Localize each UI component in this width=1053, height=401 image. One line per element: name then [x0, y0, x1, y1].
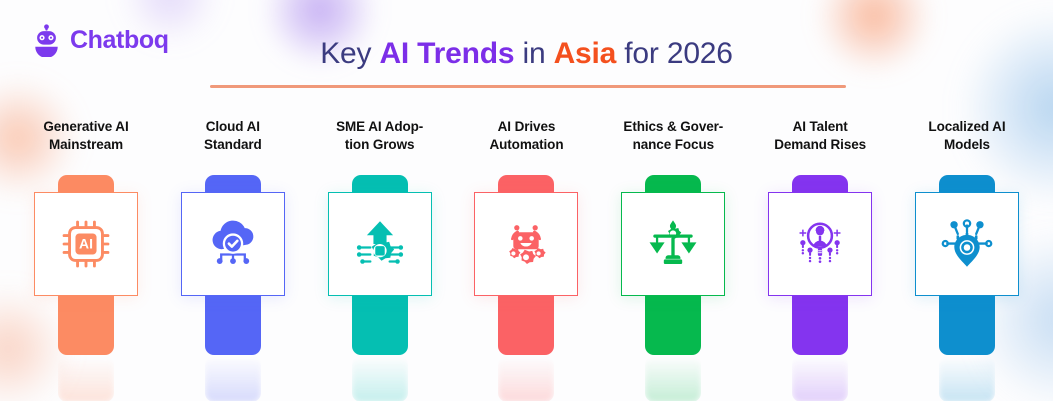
trend-column[interactable]: AI Talent Demand Rises	[756, 118, 884, 401]
trend-icon-card[interactable]	[621, 191, 726, 296]
location-pin-network-icon	[939, 216, 995, 272]
trend-label: Localized AI Models	[928, 119, 1006, 152]
trend-label: Ethics & Gover- nance Focus	[623, 119, 724, 152]
title-underline-rule	[210, 85, 846, 88]
cloud-check-network-icon	[205, 216, 261, 272]
trend-graphic	[169, 174, 297, 401]
trend-label: AI Talent Demand Rises	[774, 119, 867, 152]
trend-column[interactable]: Localized AI Models	[903, 118, 1031, 401]
ai-chip-icon: AI	[59, 217, 113, 271]
trend-column[interactable]: Generative AI Mainstream AI	[22, 118, 150, 401]
trend-label: Cloud AI Standard	[203, 119, 262, 152]
trend-label: Generative AI Mainstream	[43, 119, 129, 152]
svg-text:AI: AI	[79, 235, 93, 251]
trend-column[interactable]: AI Drives Automation	[462, 118, 590, 401]
scales-gear-icon	[645, 216, 701, 272]
title-segment-3: in	[514, 37, 554, 70]
brand-logo[interactable]: Chatboq	[30, 24, 169, 58]
robot-gears-icon	[498, 216, 554, 272]
trend-column[interactable]: SME AI Adop- tion Grows	[316, 118, 444, 401]
trend-graphic	[462, 174, 590, 401]
trend-graphic	[903, 174, 1031, 401]
trend-graphic: AI	[22, 174, 150, 401]
trend-graphic	[609, 174, 737, 401]
trend-icon-card[interactable]	[474, 191, 579, 296]
trend-label: SME AI Adop- tion Grows	[336, 119, 424, 152]
trend-icon-card[interactable]	[327, 191, 432, 296]
trend-icon-card[interactable]	[914, 191, 1019, 296]
title-segment-1: Key	[320, 37, 380, 70]
gear-arrow-up-circuit-icon	[352, 216, 408, 272]
trend-icon-card[interactable]	[768, 191, 873, 296]
trend-column[interactable]: Cloud AI Standard	[169, 118, 297, 401]
trend-bar-reflection	[498, 355, 555, 401]
robot-icon	[30, 24, 63, 58]
trend-columns: Generative AI Mainstream AI Cloud AI Sta…	[0, 118, 1053, 401]
trend-icon-card[interactable]	[180, 191, 285, 296]
trend-column[interactable]: Ethics & Gover- nance Focus	[609, 118, 737, 401]
talent-person-network-icon	[792, 216, 848, 272]
trend-bar-reflection	[58, 355, 114, 401]
page-title: Key AI Trends in Asia for 2026	[0, 36, 1053, 71]
trend-bar-reflection	[204, 355, 261, 401]
title-segment-2: AI Trends	[379, 37, 515, 70]
trend-bar-reflection	[792, 355, 849, 401]
trend-bar-reflection	[351, 355, 408, 401]
trend-graphic	[756, 174, 884, 401]
trend-icon-card[interactable]: AI	[34, 191, 138, 296]
title-segment-5: for 2026	[616, 37, 733, 70]
brand-name: Chatboq	[70, 26, 169, 54]
trend-bar-reflection	[938, 355, 995, 401]
trend-label: AI Drives Automation	[489, 119, 564, 152]
trend-graphic	[316, 174, 444, 401]
trend-bar-reflection	[645, 355, 702, 401]
title-segment-4: Asia	[553, 37, 617, 70]
